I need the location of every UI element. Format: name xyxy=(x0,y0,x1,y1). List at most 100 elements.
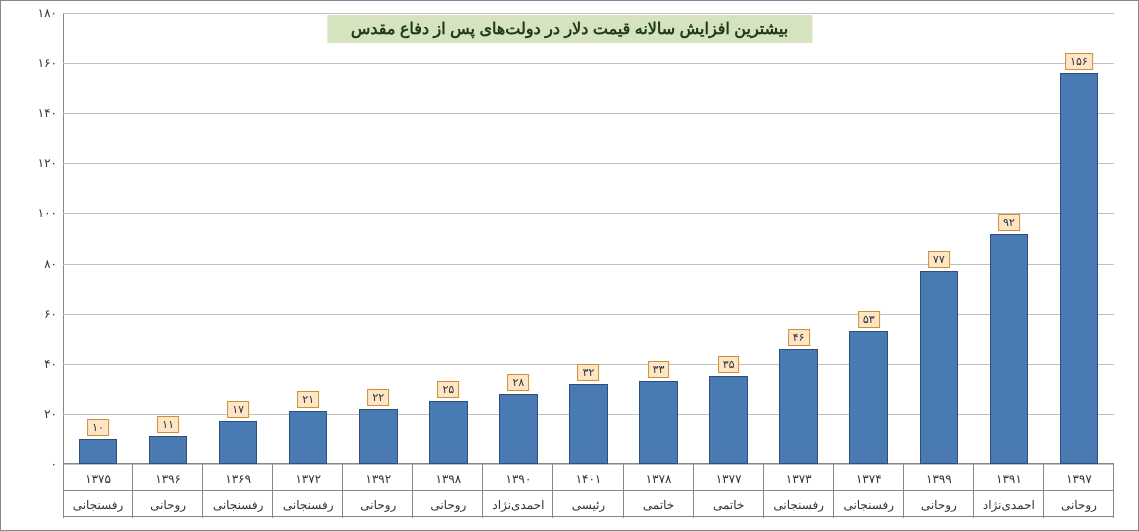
y-tick-label: ۱۰۰ xyxy=(19,206,57,220)
x-tick-government: روحانی xyxy=(904,498,974,512)
x-tick-line xyxy=(694,490,764,491)
x-tick-government: خاتمی xyxy=(624,498,694,512)
bar-value-label: ۲۸ xyxy=(508,374,530,391)
x-tick-government: روحانی xyxy=(133,498,203,512)
bar-value-label: ۹۲ xyxy=(998,214,1020,231)
x-tick-line xyxy=(834,490,904,491)
x-tick-government: روحانی xyxy=(343,498,413,512)
x-category: ۵۳۱۳۷۴رفسنجانی xyxy=(834,13,904,464)
bar xyxy=(429,401,468,464)
x-tick-line xyxy=(1044,516,1114,517)
bar xyxy=(709,376,748,464)
y-tick-label: ۱۸۰ xyxy=(19,6,57,20)
x-category: ۲۸۱۳۹۰احمدی‌نژاد xyxy=(483,13,553,464)
x-tick-year: ۱۳۹۶ xyxy=(133,472,203,486)
x-tick-year: ۱۳۹۹ xyxy=(904,472,974,486)
x-category: ۹۲۱۳۹۱احمدی‌نژاد xyxy=(974,13,1044,464)
x-tick-year: ۱۳۷۷ xyxy=(694,472,764,486)
x-tick-line xyxy=(904,516,974,517)
bar-value-label: ۷۷ xyxy=(928,251,950,268)
bar-value-label: ۱۱ xyxy=(157,416,179,433)
grid-line xyxy=(63,464,1114,465)
bar xyxy=(79,439,118,464)
bar-value-label: ۲۲ xyxy=(367,389,389,406)
x-tick-line xyxy=(764,516,834,517)
x-tick-line xyxy=(483,516,553,517)
bar-value-label: ۲۵ xyxy=(437,381,459,398)
x-tick-government: رفسنجانی xyxy=(764,498,834,512)
y-tick-label: ۱۴۰ xyxy=(19,106,57,120)
bar-value-label: ۳۳ xyxy=(648,361,670,378)
x-tick-line xyxy=(343,516,413,517)
x-tick-year: ۱۴۰۱ xyxy=(553,472,623,486)
x-category: ۳۲۱۴۰۱رئیسی xyxy=(553,13,623,464)
x-tick-year: ۱۳۷۳ xyxy=(764,472,834,486)
x-category: ۱۵۶۱۳۹۷روحانی xyxy=(1044,13,1114,464)
x-tick-year: ۱۳۹۱ xyxy=(974,472,1044,486)
bar xyxy=(499,394,538,464)
x-tick-line xyxy=(273,490,343,491)
x-tick-line xyxy=(974,490,1044,491)
x-category: ۷۷۱۳۹۹روحانی xyxy=(904,13,974,464)
x-tick-line xyxy=(63,516,133,517)
x-tick-government: روحانی xyxy=(1044,498,1114,512)
x-category: ۲۱۱۳۷۲رفسنجانی xyxy=(273,13,343,464)
bar-value-label: ۱۷ xyxy=(227,401,249,418)
bar xyxy=(359,409,398,464)
y-tick-label: ۱۶۰ xyxy=(19,56,57,70)
x-tick-government: رفسنجانی xyxy=(203,498,273,512)
x-tick-line xyxy=(1044,490,1114,491)
x-tick-line xyxy=(553,516,623,517)
x-tick-line xyxy=(974,516,1044,517)
x-tick-government: احمدی‌نژاد xyxy=(974,498,1044,512)
x-tick-line xyxy=(483,490,553,491)
bar-value-label: ۳۲ xyxy=(578,364,600,381)
bar-value-label: ۵۳ xyxy=(858,311,880,328)
x-tick-line xyxy=(764,490,834,491)
x-category: ۲۲۱۳۹۲روحانی xyxy=(343,13,413,464)
y-tick-label: ۴۰ xyxy=(19,357,57,371)
bar xyxy=(219,421,258,464)
bar xyxy=(779,349,818,464)
x-tick-government: رفسنجانی xyxy=(834,498,904,512)
x-tick-government: رئیسی xyxy=(553,498,623,512)
x-tick-line xyxy=(343,490,413,491)
x-category: ۲۵۱۳۹۸روحانی xyxy=(413,13,483,464)
x-tick-line xyxy=(63,490,133,491)
x-category: ۱۱۱۳۹۶روحانی xyxy=(133,13,203,464)
x-category: ۱۰۱۳۷۵رفسنجانی xyxy=(63,13,133,464)
x-tick-year: ۱۳۷۲ xyxy=(273,472,343,486)
x-tick-line xyxy=(624,516,694,517)
x-tick-line xyxy=(413,516,483,517)
x-tick-line xyxy=(694,516,764,517)
x-tick-line xyxy=(273,516,343,517)
bar xyxy=(849,331,888,464)
y-tick-label: ۲۰ xyxy=(19,407,57,421)
x-category: ۳۳۱۳۷۸خاتمی xyxy=(624,13,694,464)
bar-value-label: ۴۶ xyxy=(788,329,810,346)
x-tick-year: ۱۳۷۴ xyxy=(834,472,904,486)
bar-value-label: ۲۱ xyxy=(297,391,319,408)
x-tick-line xyxy=(834,516,904,517)
bar xyxy=(920,271,959,464)
plot-area: ۰۲۰۴۰۶۰۸۰۱۰۰۱۲۰۱۴۰۱۶۰۱۸۰۱۵۶۱۳۹۷روحانی۹۲۱… xyxy=(63,13,1114,464)
x-tick-line xyxy=(624,490,694,491)
y-tick-label: ۰ xyxy=(19,457,57,471)
x-tick-year: ۱۳۹۲ xyxy=(343,472,413,486)
bar xyxy=(569,384,608,464)
x-tick-line xyxy=(904,490,974,491)
bar xyxy=(639,381,678,464)
x-tick-government: رفسنجانی xyxy=(63,498,133,512)
x-tick-line xyxy=(203,490,273,491)
x-tick-year: ۱۳۹۸ xyxy=(413,472,483,486)
x-category: ۱۷۱۳۶۹رفسنجانی xyxy=(203,13,273,464)
x-tick-government: روحانی xyxy=(413,498,483,512)
x-tick-line xyxy=(203,516,273,517)
x-tick-year: ۱۳۶۹ xyxy=(203,472,273,486)
x-tick-government: رفسنجانی xyxy=(273,498,343,512)
y-tick-label: ۸۰ xyxy=(19,257,57,271)
bar xyxy=(990,234,1029,465)
x-tick-line xyxy=(133,490,203,491)
x-category: ۴۶۱۳۷۳رفسنجانی xyxy=(764,13,834,464)
bar xyxy=(289,411,328,464)
